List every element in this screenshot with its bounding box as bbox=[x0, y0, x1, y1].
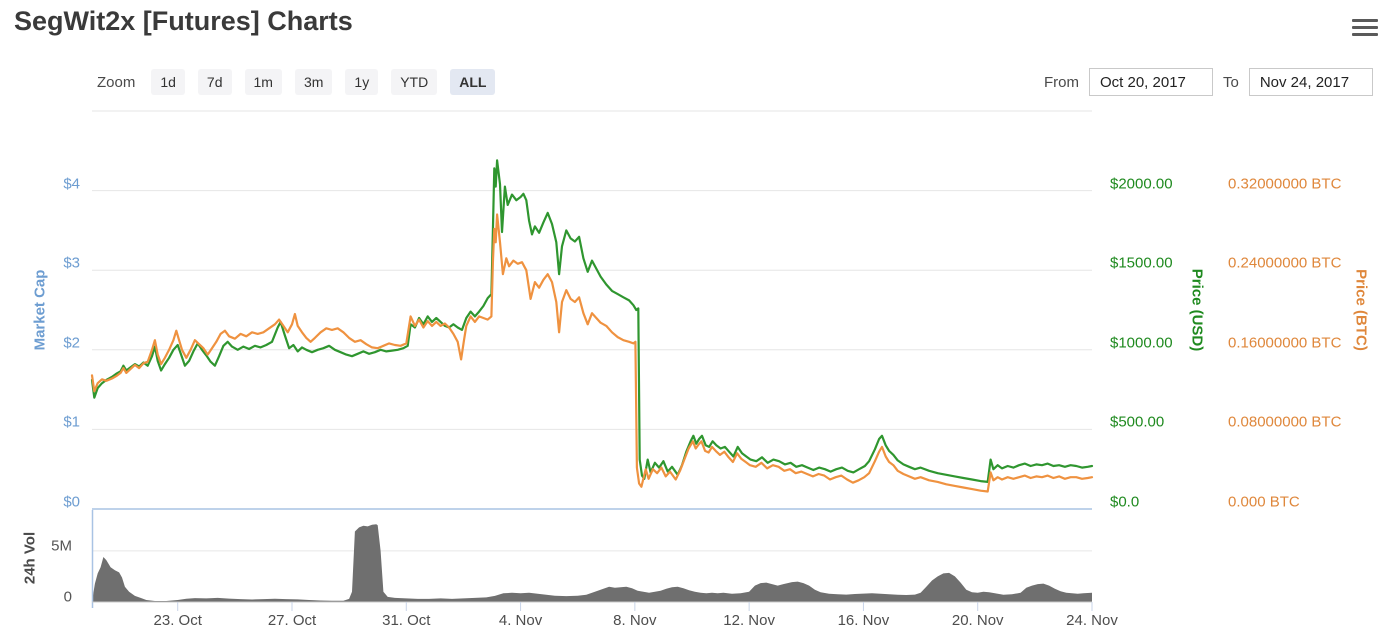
to-label: To bbox=[1223, 73, 1239, 91]
zoom-controls: Zoom 1d 7d 1m 3m 1y YTD ALL bbox=[97, 68, 508, 96]
market-cap-axis-title: Market Cap bbox=[31, 269, 49, 351]
from-label: From bbox=[1044, 73, 1079, 91]
zoom-button-ytd[interactable]: YTD bbox=[391, 69, 438, 95]
price-btc-axis-title: Price (BTC) bbox=[1352, 269, 1370, 351]
zoom-button-1m[interactable]: 1m bbox=[244, 69, 282, 95]
price-btc-line bbox=[90, 213, 1094, 493]
hamburger-icon-bar bbox=[1352, 19, 1378, 22]
zoom-button-group: 1d 7d 1m 3m 1y YTD ALL bbox=[151, 69, 508, 95]
volume-axis-title: 24h Vol bbox=[21, 531, 39, 585]
zoom-button-1d[interactable]: 1d bbox=[151, 69, 185, 95]
zoom-button-7d[interactable]: 7d bbox=[197, 69, 232, 95]
zoom-button-all[interactable]: ALL bbox=[450, 69, 496, 95]
date-range-controls: From To bbox=[1044, 68, 1373, 96]
hamburger-icon-bar bbox=[1352, 26, 1378, 29]
zoom-label: Zoom bbox=[97, 73, 136, 91]
chart-context-menu-button[interactable] bbox=[1352, 19, 1378, 40]
zoom-button-3m[interactable]: 3m bbox=[294, 69, 333, 95]
from-date-input[interactable] bbox=[1089, 68, 1213, 96]
hamburger-icon-bar bbox=[1352, 33, 1378, 36]
price-usd-axis-title: Price (USD) bbox=[1188, 268, 1206, 352]
to-date-input[interactable] bbox=[1248, 68, 1373, 96]
zoom-button-1y[interactable]: 1y bbox=[345, 69, 379, 95]
volume-area bbox=[92, 524, 1092, 602]
page-title: SegWit2x [Futures] Charts bbox=[14, 6, 353, 36]
price-usd-line bbox=[90, 159, 1094, 483]
